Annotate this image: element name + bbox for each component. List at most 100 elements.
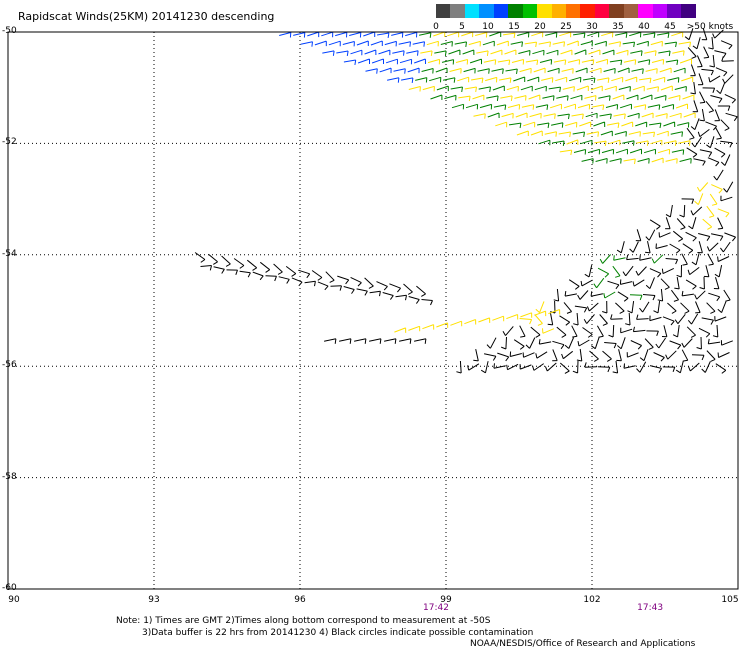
wind-barb [588,264,593,278]
wind-barb-flag [492,356,497,361]
wind-barb-flag [538,339,541,345]
wind-barb-flag [725,212,730,218]
wind-barb [725,112,738,118]
wind-barb [559,31,571,37]
wind-barb [685,231,697,239]
wind-barb-flag [265,269,270,273]
wind-barb [698,327,711,335]
wind-barb [441,59,454,63]
wind-barb-flag [583,307,588,313]
wind-barb [718,352,730,358]
wind-barb [685,279,697,287]
wind-barb-flag [720,153,726,158]
wind-barb [692,217,697,229]
wind-barb-flag [649,78,652,84]
wind-barb [639,77,651,81]
wind-barb [649,268,662,274]
wind-barb [683,338,693,348]
wind-barb [597,366,610,368]
wind-barb [714,109,721,121]
wind-barb [542,95,555,99]
wind-barb [538,139,551,145]
wind-barb [416,285,426,295]
wind-barb-flag [592,59,595,65]
x-tick-label: 90 [8,595,20,605]
wind-barb-flag [661,268,664,274]
wind-barb-flag [486,50,489,56]
wind-barb-flag [645,284,651,289]
wind-barb-flag [708,77,711,83]
wind-barb [406,50,419,54]
wind-barb [717,217,724,229]
wind-barb-flag [554,113,556,119]
wind-barb [648,229,656,241]
wind-barb [702,218,713,228]
wind-barb-flag [607,367,611,373]
wind-barb [683,112,696,118]
wind-barb-flag [706,144,711,149]
wind-barb [625,76,637,82]
wind-barb [612,265,621,277]
wind-barb [342,41,355,45]
legend-swatch [652,4,667,18]
wind-barb [583,77,595,81]
wind-barb-flag [636,368,641,373]
wind-swath-south [194,169,736,374]
wind-barb-flag [481,77,484,83]
wind-barb-flag [709,215,715,218]
wind-barb [539,341,552,345]
wind-barb [500,95,513,99]
wind-barb-flag [610,113,612,119]
wind-barb-flag [574,285,580,290]
wind-barb-flag [675,259,679,265]
wind-barb-flag [619,310,625,314]
wind-barb [698,233,710,237]
wind-barb-flag [532,365,535,371]
legend-swatch [623,4,639,18]
wind-barb [408,296,420,300]
wind-barb-flag [465,41,467,47]
wind-barb [675,103,688,109]
wind-barb [479,103,492,109]
wind-barb [598,95,611,99]
wind-barb [698,241,703,253]
wind-barb-flag [583,33,586,39]
wind-barb-flag [690,334,696,338]
wind-barb-flag [723,71,728,77]
wind-barb-flag [547,122,550,129]
wind-barb [555,76,567,82]
wind-barb [602,254,611,264]
wind-barb [572,131,585,135]
x-tick-label: 102 [583,595,601,605]
wind-barb-flag [573,323,579,326]
wind-barb [636,140,649,144]
wind-barb-flag [719,236,724,241]
wind-barb-flag [701,368,706,373]
wind-barb [715,67,728,73]
wind-barb-flag [678,238,683,242]
wind-barb-flag [708,152,713,157]
wind-barb [614,131,627,135]
wind-barb [405,31,417,37]
wind-barb [585,112,598,118]
wind-barb [601,31,613,37]
wind-barb-flag [625,323,631,326]
wind-barb [536,351,548,359]
wind-barb-flag [608,334,614,338]
wind-barb [649,316,662,322]
wind-barb [507,104,520,108]
wind-barb-flag [519,123,522,129]
wind-barb-flag [349,338,352,344]
wind-barb [579,121,591,127]
wind-barb [644,50,657,54]
wind-barb-flag [586,306,590,312]
wind-barb-flag [653,132,655,138]
wind-barb [568,337,575,349]
wind-barb [602,350,612,360]
wind-barb [509,122,521,126]
wind-barb-flag [339,285,342,291]
wind-barb [667,350,677,360]
wind-barb-flag [616,345,622,350]
wind-barb-flag [306,273,311,279]
wind-barb-flag [690,210,694,216]
